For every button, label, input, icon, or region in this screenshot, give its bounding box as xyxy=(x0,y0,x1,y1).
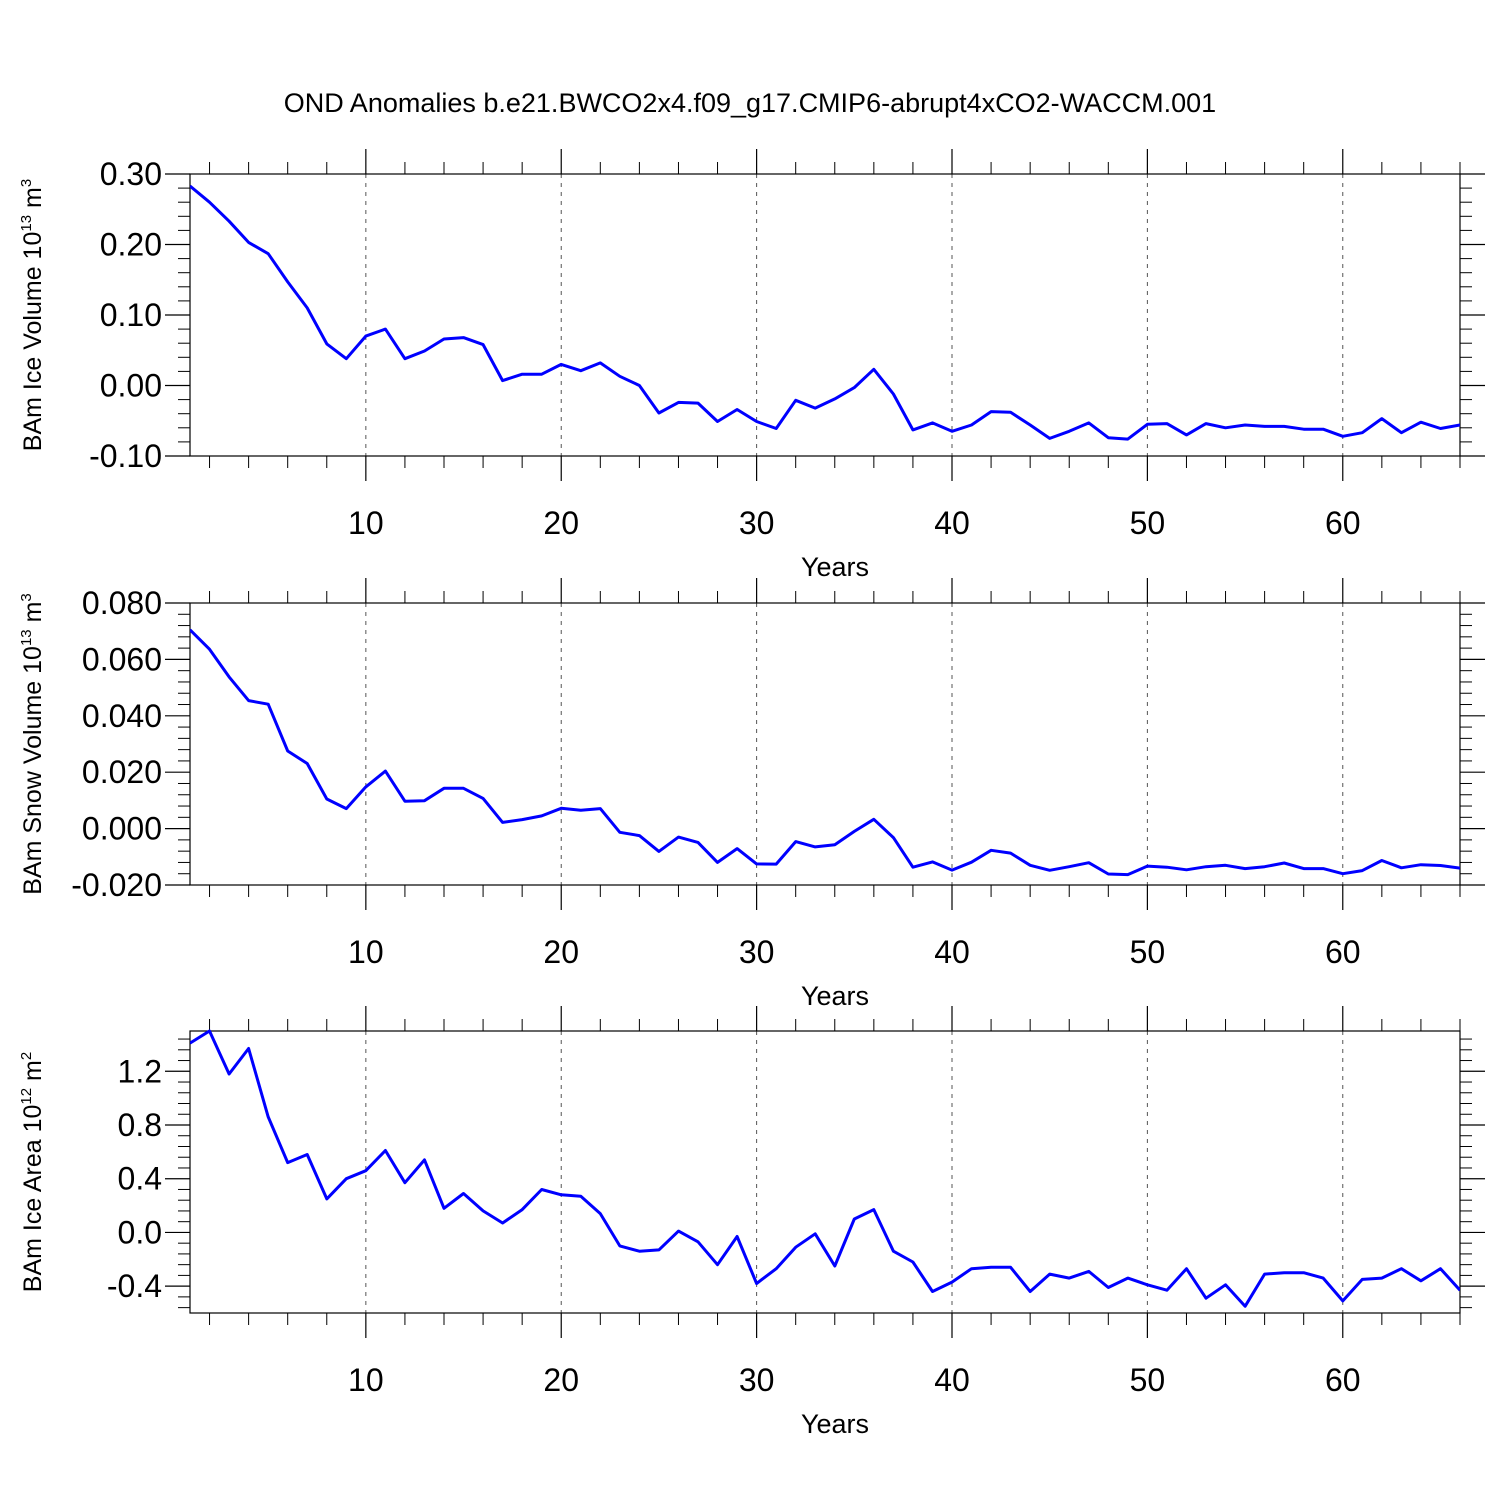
y-axis-label-unit: m xyxy=(19,1060,47,1088)
x-tick-label: 50 xyxy=(1130,1362,1166,1398)
x-tick-label: 60 xyxy=(1325,934,1361,970)
chart-title: OND Anomalies b.e21.BWCO2x4.f09_g17.CMIP… xyxy=(284,88,1216,118)
x-tick-label: 30 xyxy=(739,505,775,541)
y-tick-label: -0.10 xyxy=(89,438,162,474)
x-tick-label: 10 xyxy=(348,1362,384,1398)
x-tick-label: 40 xyxy=(934,934,970,970)
y-tick-label: 0.20 xyxy=(100,227,162,263)
panel-ice-area: 10 20 30 40 50 60 -0.4 0.0 0.4 0.8 1.2 Years BAm Ice… xyxy=(18,1006,1485,1439)
y-tick-label: 0.080 xyxy=(82,585,162,621)
x-axis-label: Years xyxy=(801,552,869,582)
y-axis-label: BAm Ice Volume 1013 m3 xyxy=(18,179,47,451)
panels: 10 20 30 40 50 60 -0.10 0.00 0.10 0.20 0.30 Years BA… xyxy=(18,149,1485,1439)
y-tick-label: 0.4 xyxy=(118,1161,162,1197)
y-tick-label: 0.00 xyxy=(100,368,162,404)
x-tick-label: 60 xyxy=(1325,1362,1361,1398)
y-axis-label-text: BAm Ice Area 10 xyxy=(19,1105,47,1293)
x-tick-label: 30 xyxy=(739,934,775,970)
y-tick-label: 0.020 xyxy=(82,754,162,790)
y-tick-label: 0.0 xyxy=(118,1214,162,1250)
y-tick-label: 0.30 xyxy=(100,156,162,192)
y-tick-label: -0.020 xyxy=(71,867,162,903)
plot-frame xyxy=(189,173,1461,457)
y-axis-label: BAm Snow Volume 1013 m3 xyxy=(18,593,47,895)
x-tick-label: 20 xyxy=(543,505,579,541)
y-axis-label: BAm Ice Area 1012 m2 xyxy=(18,1052,47,1292)
x-tick-label: 10 xyxy=(348,505,384,541)
plot-frame xyxy=(189,1030,1461,1314)
y-tick-label: 0.040 xyxy=(82,698,162,734)
y-tick-label: 0.8 xyxy=(118,1107,162,1143)
x-tick-label: 40 xyxy=(934,505,970,541)
y-tick-label: -0.4 xyxy=(107,1268,162,1304)
y-tick-label: 0.060 xyxy=(82,641,162,677)
series-line xyxy=(190,628,1460,877)
y-tick-label: 0.000 xyxy=(82,811,162,847)
panel-snow-volume: 10 20 30 40 50 60 -0.020 0.000 0.020 0.040 0.060 0.… xyxy=(18,578,1485,1011)
y-axis-label-unit-exponent: 3 xyxy=(18,179,35,187)
y-axis-label-exponent: 12 xyxy=(18,1088,35,1105)
x-tick-label: 10 xyxy=(348,934,384,970)
y-axis-label-exponent: 13 xyxy=(18,215,35,232)
plot-frame xyxy=(189,602,1461,886)
panel-ice-volume: 10 20 30 40 50 60 -0.10 0.00 0.10 0.20 0.30 Years BA… xyxy=(18,149,1485,582)
x-tick-label: 30 xyxy=(739,1362,775,1398)
x-tick-label: 20 xyxy=(543,1362,579,1398)
y-axis-label-unit: m xyxy=(19,602,47,630)
x-tick-label: 40 xyxy=(934,1362,970,1398)
x-tick-label: 50 xyxy=(1130,505,1166,541)
y-tick-label: 1.2 xyxy=(118,1053,162,1089)
series-line xyxy=(190,184,1460,441)
y-axis-label-unit-exponent: 3 xyxy=(18,593,35,601)
x-tick-label: 20 xyxy=(543,934,579,970)
y-axis-label-text: BAm Ice Volume 10 xyxy=(19,232,47,452)
y-axis-label-exponent: 13 xyxy=(18,629,35,646)
x-tick-label: 60 xyxy=(1325,505,1361,541)
x-axis-label: Years xyxy=(801,1409,869,1439)
x-axis-label: Years xyxy=(801,981,869,1011)
y-axis-label-unit-exponent: 2 xyxy=(18,1052,35,1060)
series-line xyxy=(190,1029,1460,1308)
x-tick-label: 50 xyxy=(1130,934,1166,970)
y-axis-label-text: BAm Snow Volume 10 xyxy=(19,646,47,895)
y-tick-label: 0.10 xyxy=(100,297,162,333)
y-axis-label-unit: m xyxy=(19,187,47,215)
